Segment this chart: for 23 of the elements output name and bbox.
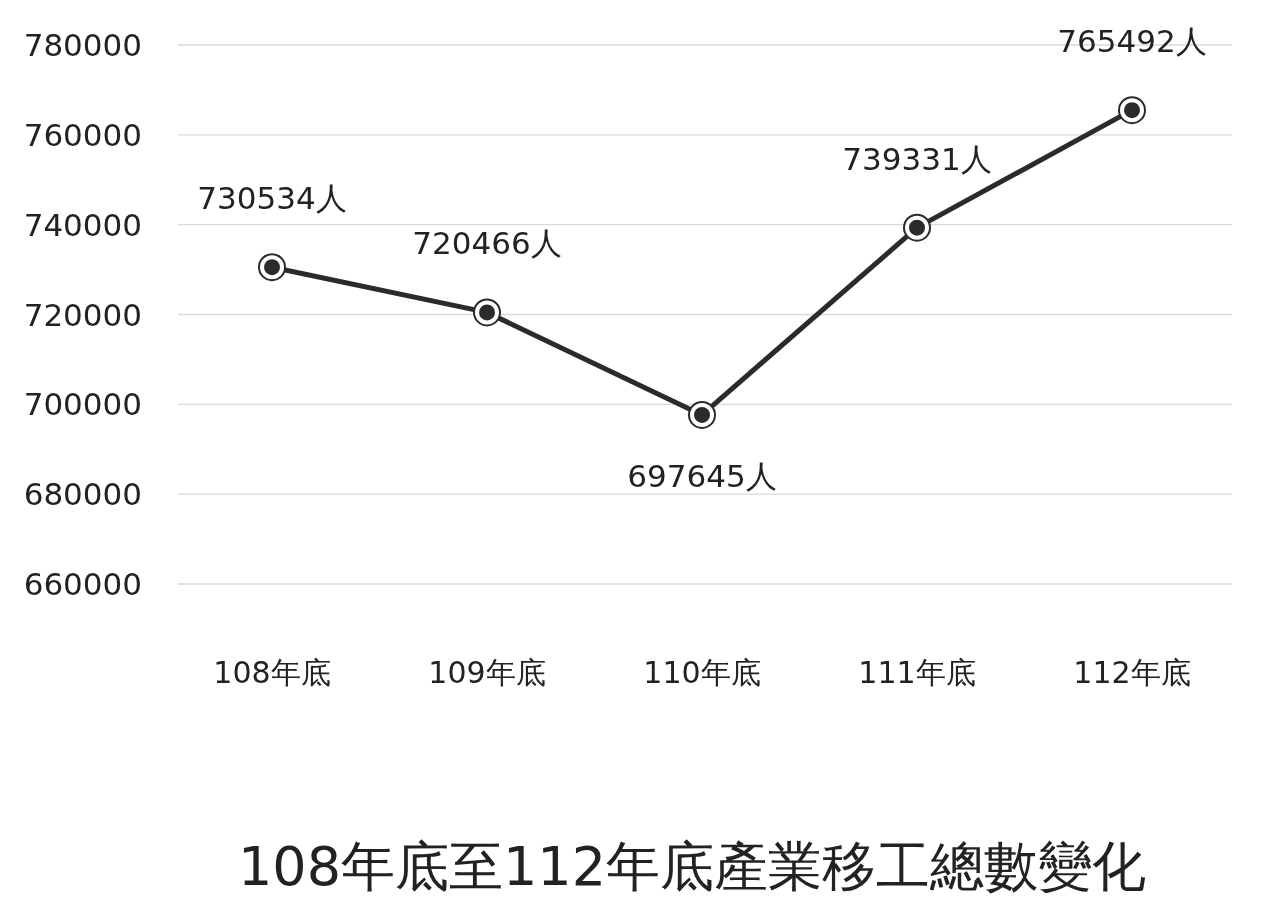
x-tick-label: 110年底 [643, 655, 761, 690]
point [688, 400, 716, 429]
x-tick-label: 108年底 [213, 655, 331, 690]
x-tick-label: 111年底 [858, 655, 976, 690]
text: 697645人 [627, 457, 777, 494]
point [258, 253, 286, 282]
text: 108年底至112年底產業移工總數變化 [237, 835, 1147, 898]
y-tick-label: 660000 [23, 566, 142, 602]
point [903, 213, 931, 242]
point [473, 298, 501, 327]
x-tick-label: 109年底 [428, 655, 546, 690]
y-tick-label: 780000 [23, 27, 142, 63]
text: 765492人 [1057, 23, 1207, 60]
y-tick-label: 720000 [23, 296, 142, 333]
text: 739331人 [842, 140, 992, 177]
x-tick-label: 112年底 [1073, 655, 1191, 690]
point [1118, 96, 1146, 125]
text: 720466人 [412, 225, 562, 262]
y-tick-label: 680000 [23, 476, 142, 513]
text: 730534人 [197, 180, 347, 217]
y-tick-label: 700000 [23, 386, 142, 423]
y-tick-label: 760000 [23, 116, 142, 153]
y-tick-label: 740000 [23, 206, 142, 243]
